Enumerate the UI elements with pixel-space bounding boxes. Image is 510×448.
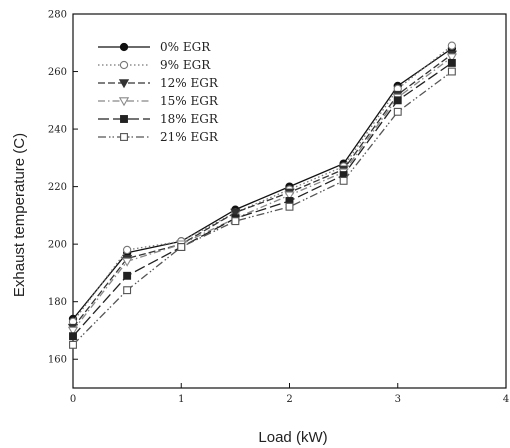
y-tick-label: 180 (48, 297, 67, 308)
legend-marker (119, 60, 129, 70)
x-tick-label: 2 (286, 394, 292, 405)
legend-label: 15% EGR (160, 94, 219, 108)
data-point (393, 96, 402, 105)
y-tick-label: 200 (48, 240, 67, 251)
data-point (67, 326, 79, 336)
legend-entry: 21% EGR (98, 130, 219, 144)
legend-label: 0% EGR (160, 40, 211, 54)
data-point (69, 340, 77, 349)
legend-entry: 9% EGR (98, 58, 211, 72)
legend-label: 18% EGR (160, 112, 219, 126)
series-21egr (69, 67, 456, 349)
y-tick-label: 160 (48, 355, 67, 366)
series-line (72, 56, 453, 331)
y-tick-label: 220 (48, 182, 67, 193)
legend-marker (118, 79, 130, 89)
data-point (123, 286, 132, 295)
series-line (72, 62, 453, 337)
x-tick-label: 0 (70, 394, 76, 405)
data-point (177, 243, 186, 251)
y-tick-label: 240 (48, 125, 67, 136)
x-tick-label: 4 (503, 394, 509, 405)
legend-entry: 18% EGR (98, 112, 219, 126)
legend-marker (120, 133, 128, 141)
data-point (122, 245, 132, 255)
legend-marker (120, 115, 128, 123)
data-point (447, 58, 456, 67)
data-point (393, 107, 402, 116)
legend-marker (119, 42, 129, 52)
legend-label: 9% EGR (160, 58, 211, 72)
data-point (121, 257, 133, 267)
x-tick-label: 1 (178, 394, 184, 405)
data-point (446, 53, 458, 63)
data-point (447, 67, 456, 76)
x-axis-label: Load (kW) (258, 429, 327, 446)
legend-label: 21% EGR (160, 130, 219, 144)
legend-entry: 0% EGR (98, 40, 211, 54)
series-line (72, 53, 453, 329)
data-point (284, 191, 295, 201)
data-point (339, 176, 348, 185)
data-point (230, 208, 241, 218)
series-line (72, 70, 453, 346)
legend-entry: 12% EGR (98, 76, 219, 90)
data-point (123, 271, 132, 280)
y-tick-label: 280 (48, 10, 67, 21)
y-axis-label: Exhaust temperature (C) (11, 133, 28, 297)
series-line (72, 47, 453, 320)
legend-marker (118, 97, 130, 107)
x-tick-label: 3 (395, 394, 401, 405)
legend-entry: 15% EGR (98, 94, 219, 108)
data-point (285, 202, 294, 211)
y-tick-label: 260 (48, 67, 67, 78)
data-point (69, 332, 77, 341)
data-point (231, 217, 240, 226)
data-point (447, 41, 457, 50)
legend-label: 12% EGR (160, 76, 219, 90)
